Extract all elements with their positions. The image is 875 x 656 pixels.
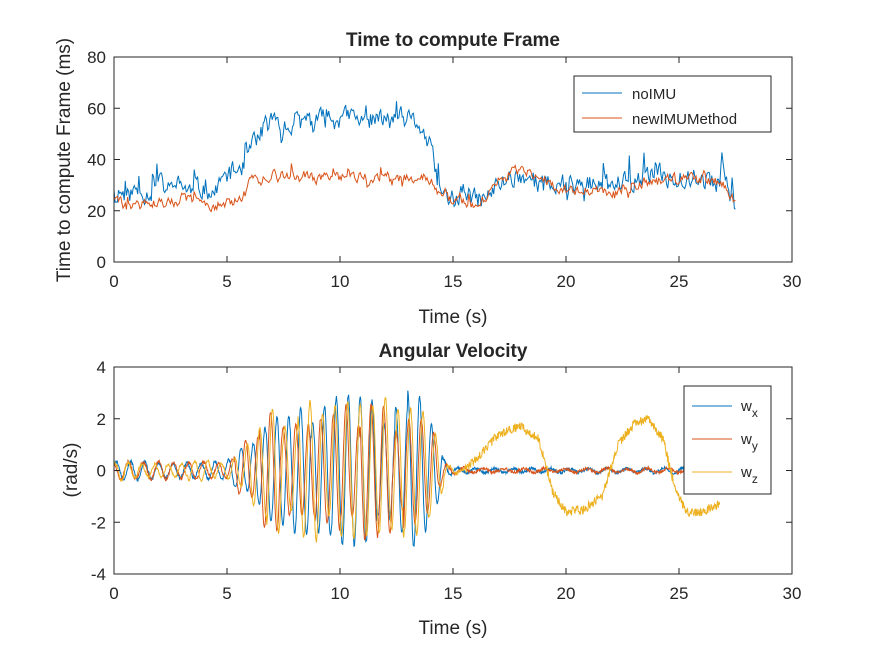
x-tick-label: 10: [331, 584, 350, 603]
y-tick-label: -2: [91, 513, 106, 532]
x-tick-label: 15: [444, 272, 463, 291]
legend-label: newIMUMethod: [632, 111, 737, 128]
x-tick-label: 0: [109, 272, 118, 291]
legend-label-subscript: y: [752, 439, 758, 453]
legend-label-subscript: x: [752, 406, 758, 420]
compute-time-ticks: 0 5 10 15 20 25 30 0 20 40 60 80: [87, 48, 801, 291]
compute-time-title: Time to compute Frame: [346, 30, 560, 51]
y-tick-label: 0: [97, 462, 106, 481]
legend-label-main: w: [740, 398, 752, 415]
angular-velocity-series-lines: [113, 390, 736, 548]
legend-label-main: w: [740, 464, 752, 481]
y-tick-label: 60: [87, 99, 106, 118]
angular-velocity-axes: 0 5 10 15 20 25 30 -4 -2 0 2 4 Angular Velocity Tim…: [61, 341, 801, 639]
compute-time-axes: 0 5 10 15 20 25 30 0 20 40 60 80 Time to compute Fr…: [54, 30, 801, 328]
x-tick-label: 25: [670, 272, 689, 291]
compute-time-xlabel: Time (s): [419, 307, 488, 328]
legend-label-subscript: z: [752, 472, 758, 486]
angular-velocity-title: Angular Velocity: [379, 341, 528, 362]
legend-label: wz: [740, 464, 758, 486]
x-tick-label: 20: [557, 272, 576, 291]
compute-time-legend: noIMU newIMUMethod: [573, 75, 772, 133]
x-tick-label: 20: [557, 584, 576, 603]
x-tick-label: 30: [783, 272, 802, 291]
y-tick-label: 20: [87, 202, 106, 221]
y-tick-label: 2: [97, 410, 106, 429]
legend-box: [683, 385, 772, 495]
x-tick-label: 10: [331, 272, 350, 291]
legend-label: wy: [740, 431, 758, 453]
legend-label: noIMU: [632, 86, 676, 103]
x-tick-label: 25: [670, 584, 689, 603]
y-tick-label: 0: [97, 253, 106, 272]
legend-label: wx: [740, 398, 758, 420]
y-tick-label: -4: [91, 565, 106, 584]
x-tick-label: 30: [783, 584, 802, 603]
angular-velocity-xlabel: Time (s): [419, 618, 488, 639]
angular-velocity-ylabel: (rad/s): [61, 443, 82, 498]
legend-box: [573, 75, 772, 133]
y-tick-label: 40: [87, 151, 106, 170]
series-line-wy: [113, 403, 736, 541]
series-line-noIMU: [113, 101, 736, 210]
series-line-newIMUMethod: [113, 163, 736, 213]
legend-label-main: w: [740, 431, 752, 448]
x-tick-label: 0: [109, 584, 118, 603]
x-tick-label: 5: [222, 272, 231, 291]
angular-velocity-ticks: 0 5 10 15 20 25 30 -4 -2 0 2 4: [91, 358, 802, 603]
compute-time-ylabel: Time to compute Frame (ms): [54, 38, 75, 282]
y-tick-label: 4: [97, 358, 106, 377]
y-tick-label: 80: [87, 48, 106, 67]
compute-time-series-lines: [113, 101, 736, 213]
x-tick-label: 5: [222, 584, 231, 603]
series-line-wz: [113, 397, 721, 543]
x-tick-label: 15: [444, 584, 463, 603]
